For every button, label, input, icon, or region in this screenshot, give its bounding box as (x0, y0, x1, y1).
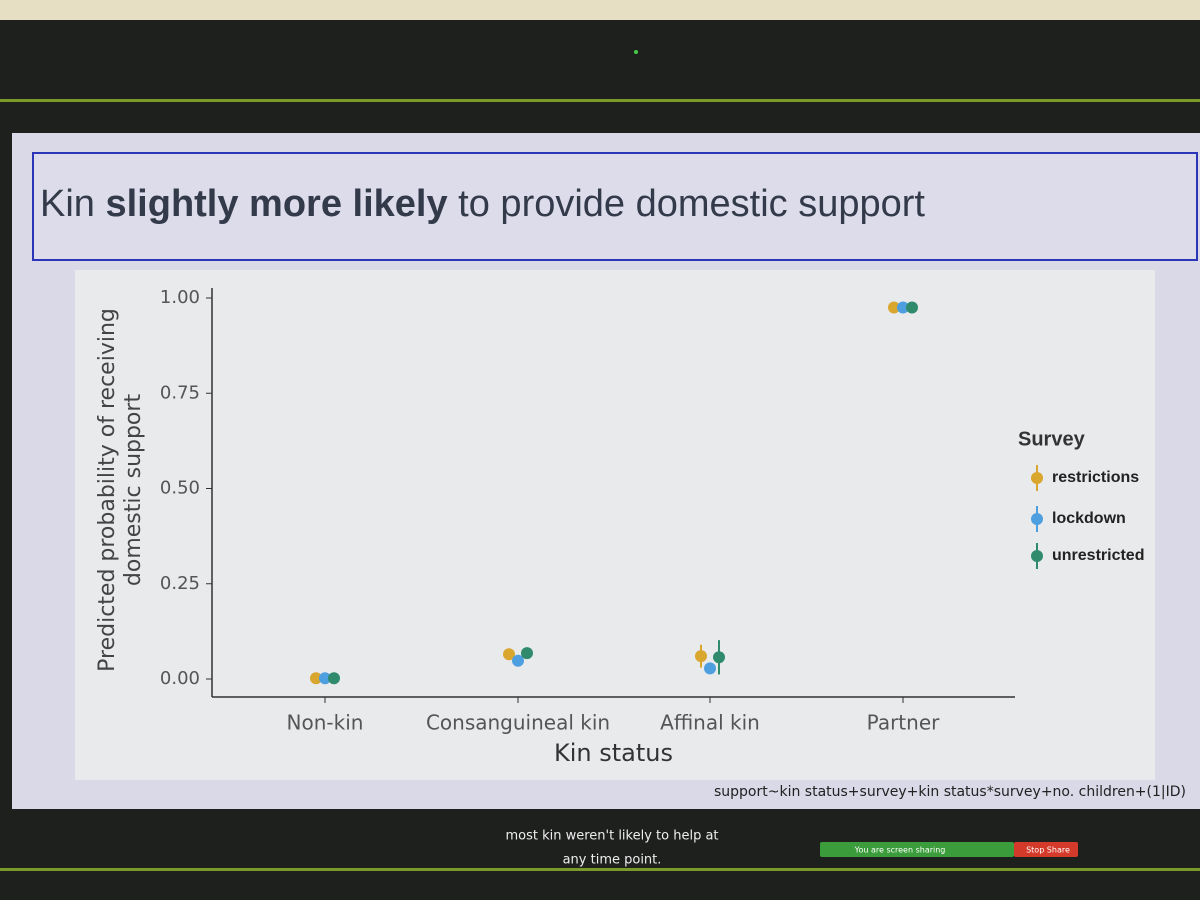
caption: most kin weren't likely to help at (505, 829, 718, 844)
caption: any time point. (563, 853, 662, 868)
y-tick-label: 0.25 (160, 573, 200, 594)
point (503, 648, 515, 661)
title-part: to provide domestic support (448, 183, 926, 225)
y-tick-label: 0.75 (160, 382, 200, 403)
legend-swatch (1031, 472, 1043, 484)
slide-title: Kin slightly more likely to provide dome… (40, 183, 925, 225)
point (319, 672, 331, 685)
legend-label: unrestricted (1052, 547, 1144, 564)
legend-title: Survey (1018, 428, 1086, 450)
point (695, 650, 707, 663)
point (704, 662, 716, 675)
share-status: You are screen sharing (854, 846, 946, 855)
camera-light (634, 50, 638, 54)
x-axis-label: Kin status (554, 739, 673, 767)
y-tick-label: 0.00 (160, 668, 200, 689)
chart: 0.00 0.25 0.50 0.75 1.00 Non-kin Consanguineal… (95, 287, 1144, 767)
legend-label: lockdown (1052, 510, 1126, 527)
point (713, 651, 725, 664)
title-box (32, 152, 1198, 261)
x-tick-label: Partner (867, 711, 940, 735)
x-tick-label: Affinal kin (660, 711, 760, 735)
point (888, 301, 900, 314)
wall (0, 0, 1200, 20)
point (906, 301, 918, 314)
legend-swatch (1031, 550, 1043, 562)
point (328, 672, 340, 685)
y-tick-label: 1.00 (160, 287, 200, 308)
x-tick-label: Non-kin (287, 711, 364, 735)
legend-label: restrictions (1052, 469, 1139, 486)
point (310, 672, 322, 685)
x-tick-label: Consanguineal kin (426, 711, 610, 735)
footnote: support~kin status+survey+kin status*sur… (714, 784, 1186, 800)
border-line (0, 868, 1200, 871)
border-line (0, 99, 1200, 102)
y-axis-label: domestic support (121, 394, 146, 587)
y-tick-label: 0.50 (160, 478, 200, 499)
point (512, 654, 524, 667)
y-axis-label: Predicted probability of receiving (95, 308, 120, 672)
share-status-bar (820, 842, 1014, 857)
point (521, 647, 533, 660)
point (897, 301, 909, 314)
stop-share-label[interactable]: Stop Share (1026, 846, 1070, 855)
stop-share-button[interactable] (1014, 842, 1078, 857)
title-part: Kin (40, 183, 105, 225)
legend-swatch (1031, 513, 1043, 525)
title-part: slightly more likely (105, 183, 447, 225)
chart-panel (75, 270, 1155, 780)
